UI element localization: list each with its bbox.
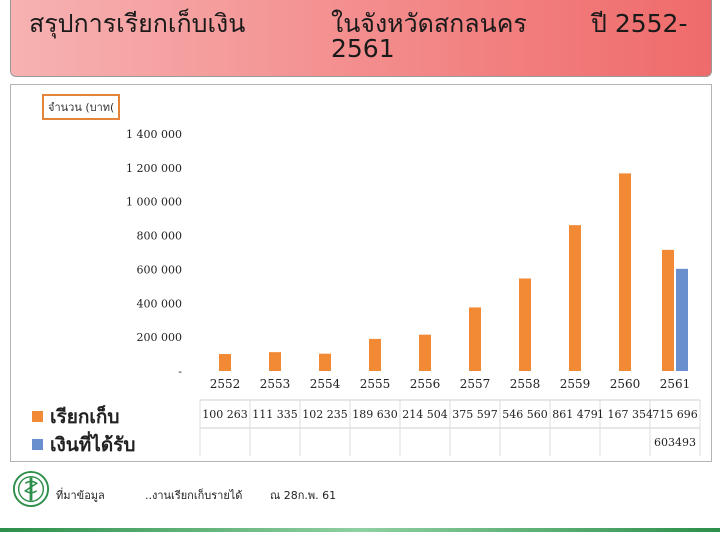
- x-tick-label: 2556: [410, 377, 441, 391]
- y-tick-label: -: [178, 365, 182, 378]
- data-table-value: 546 560: [502, 408, 548, 421]
- bar: [269, 352, 281, 371]
- y-axis-unit-label: จำนวน (บาท(: [42, 94, 121, 120]
- x-tick-label: 2555: [360, 377, 391, 391]
- footer-divider: [0, 528, 720, 532]
- y-tick-label: 1 400 000: [126, 128, 182, 141]
- bar: [619, 173, 631, 371]
- y-tick-label: 1 200 000: [126, 162, 182, 175]
- x-tick-label: 2557: [460, 377, 491, 391]
- y-tick-label: 400 000: [137, 297, 183, 310]
- bar: [662, 249, 674, 371]
- footer-source-item: ..งานเรียกเก็บรายได้: [145, 489, 243, 502]
- legend-label-2: เงินที่ได้รับ: [50, 434, 136, 456]
- x-tick-label: 2561: [660, 377, 691, 391]
- legend-swatch-2: [32, 439, 43, 450]
- y-tick-label: 200 000: [137, 331, 183, 344]
- data-table-value: 603493: [654, 436, 696, 449]
- title-text-2: ในจังหวัดสกลนคร: [331, 9, 527, 38]
- bar: [219, 354, 231, 371]
- bar-chart: - 200 000 400 000 600 000 800 000 1 000 000 1 …: [126, 128, 701, 456]
- bar: [419, 334, 431, 371]
- legend-label-1: เรียกเก็บ: [50, 406, 120, 428]
- data-table-value: 375 597: [452, 408, 498, 421]
- title-text-1: สรุปการเรียกเก็บเงิน: [29, 9, 246, 38]
- bar: [469, 307, 481, 371]
- legend-series-2: เงินที่ได้รับ: [32, 430, 135, 460]
- data-table-value: 214 504: [402, 408, 448, 421]
- x-tick-label: 2554: [310, 377, 341, 391]
- legend-swatch-1: [32, 411, 43, 422]
- ministry-logo-icon: [12, 470, 50, 508]
- x-tick-label: 2558: [510, 377, 541, 391]
- y-tick-label: 600 000: [137, 263, 183, 276]
- bar: [519, 278, 531, 371]
- footer-date: ณ 28ก.พ. 61: [270, 489, 337, 502]
- x-tick-label: 2560: [610, 377, 641, 391]
- data-table-value: 111 335: [252, 408, 298, 421]
- bar: [569, 225, 581, 371]
- data-table-value: 861 479: [552, 408, 598, 421]
- footer: ที่มาข้อมูล ..งานเรียกเก็บรายได้ ณ 28ก.พ…: [0, 466, 720, 540]
- chart-frame: [10, 84, 712, 462]
- legend-series-1: เรียกเก็บ: [32, 402, 119, 432]
- data-table-value: 1 167 354: [597, 408, 653, 421]
- data-table-value: 100 263: [202, 408, 248, 421]
- data-table-value: 102 235: [302, 408, 348, 421]
- x-tick-label: 2552: [210, 377, 241, 391]
- bar: [369, 338, 381, 371]
- title-bar: สรุปการเรียกเก็บเงิน ในจังหวัดสกลนคร ปี …: [10, 0, 712, 77]
- footer-source-label: ที่มาข้อมูล: [56, 489, 105, 502]
- data-table-value: 715 696: [652, 408, 698, 421]
- data-table-value: 189 630: [352, 408, 398, 421]
- y-tick-label: 800 000: [137, 230, 183, 243]
- x-tick-label: 2553: [260, 377, 291, 391]
- bar: [319, 353, 331, 371]
- bar: [676, 268, 688, 371]
- title-text-3: ปี 2552-: [591, 9, 688, 38]
- y-tick-label: 1 000 000: [126, 196, 182, 209]
- x-tick-label: 2559: [560, 377, 591, 391]
- title-text-4: 2561: [331, 34, 395, 63]
